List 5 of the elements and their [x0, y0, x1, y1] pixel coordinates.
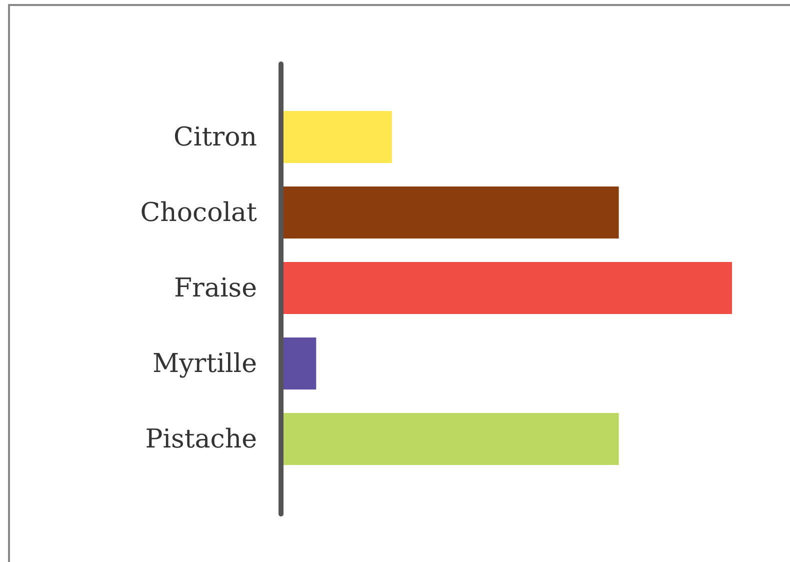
y-tick-label: Pistache — [145, 424, 257, 454]
y-tick-label: Citron — [174, 122, 258, 152]
y-tick-label: Myrtille — [152, 348, 257, 379]
y-tick-label: Chocolat — [140, 198, 258, 228]
y-tick-label: Fraise — [174, 273, 257, 304]
